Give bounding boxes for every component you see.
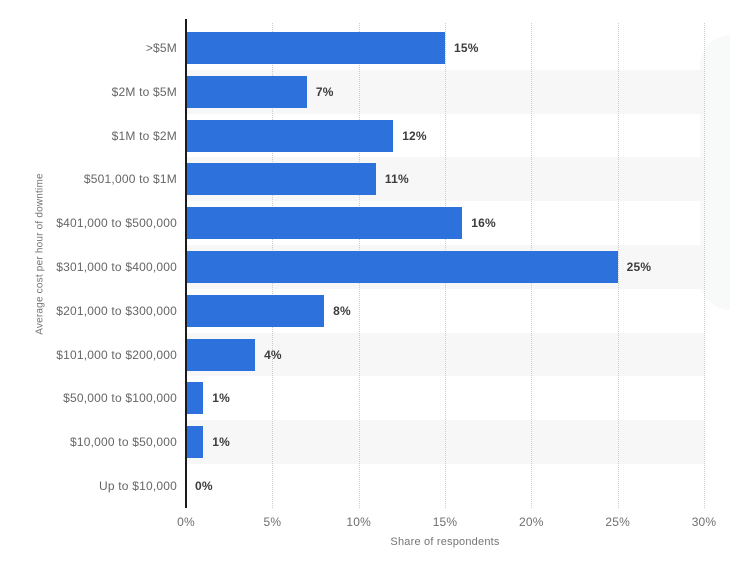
category-label: $101,000 to $200,000 <box>56 347 177 362</box>
gridline <box>704 23 705 508</box>
x-tick-label: 10% <box>346 515 371 529</box>
bar[interactable] <box>186 163 376 196</box>
background-blob <box>700 35 730 310</box>
value-label: 16% <box>471 216 496 231</box>
y-axis-line <box>185 19 187 508</box>
bar[interactable] <box>186 75 307 108</box>
value-label: 25% <box>626 259 652 274</box>
value-label: 0% <box>195 478 213 493</box>
category-label: $301,000 to $400,000 <box>56 259 177 274</box>
bar[interactable] <box>186 382 204 415</box>
bar[interactable] <box>186 426 204 459</box>
category-label: $50,000 to $100,000 <box>63 391 177 406</box>
category-label: $10,000 to $50,000 <box>69 435 177 450</box>
category-label: Up to $10,000 <box>99 478 177 493</box>
bar[interactable] <box>186 31 445 64</box>
bar[interactable] <box>186 250 618 283</box>
gridline <box>617 23 619 508</box>
value-label: 7% <box>315 84 334 99</box>
x-tick-label: 15% <box>432 515 458 529</box>
x-tick-label: 5% <box>263 515 282 529</box>
value-label: 12% <box>402 128 427 143</box>
bar[interactable] <box>186 119 394 152</box>
value-label: 1% <box>212 391 231 406</box>
x-tick-label: 30% <box>691 515 717 529</box>
bar[interactable] <box>186 294 325 327</box>
x-tick-label: 20% <box>519 515 544 529</box>
x-tick-label: 25% <box>605 515 630 529</box>
bar[interactable] <box>186 207 463 240</box>
category-label: $2M to $5M <box>111 84 177 99</box>
category-label: $1M to $2M <box>111 128 177 143</box>
category-label: $401,000 to $500,000 <box>56 216 177 231</box>
bar[interactable] <box>186 338 256 371</box>
value-label: 1% <box>212 435 231 450</box>
value-label: 4% <box>264 347 282 362</box>
value-label: 8% <box>333 303 351 318</box>
x-axis-title: Share of respondents <box>390 536 500 548</box>
value-label: 11% <box>384 172 409 187</box>
x-tick-label: 0% <box>177 515 195 529</box>
category-label: >$5M <box>145 40 177 55</box>
category-label: $501,000 to $1M <box>83 172 177 187</box>
category-label: $201,000 to $300,000 <box>56 303 177 318</box>
value-label: 15% <box>454 40 479 55</box>
